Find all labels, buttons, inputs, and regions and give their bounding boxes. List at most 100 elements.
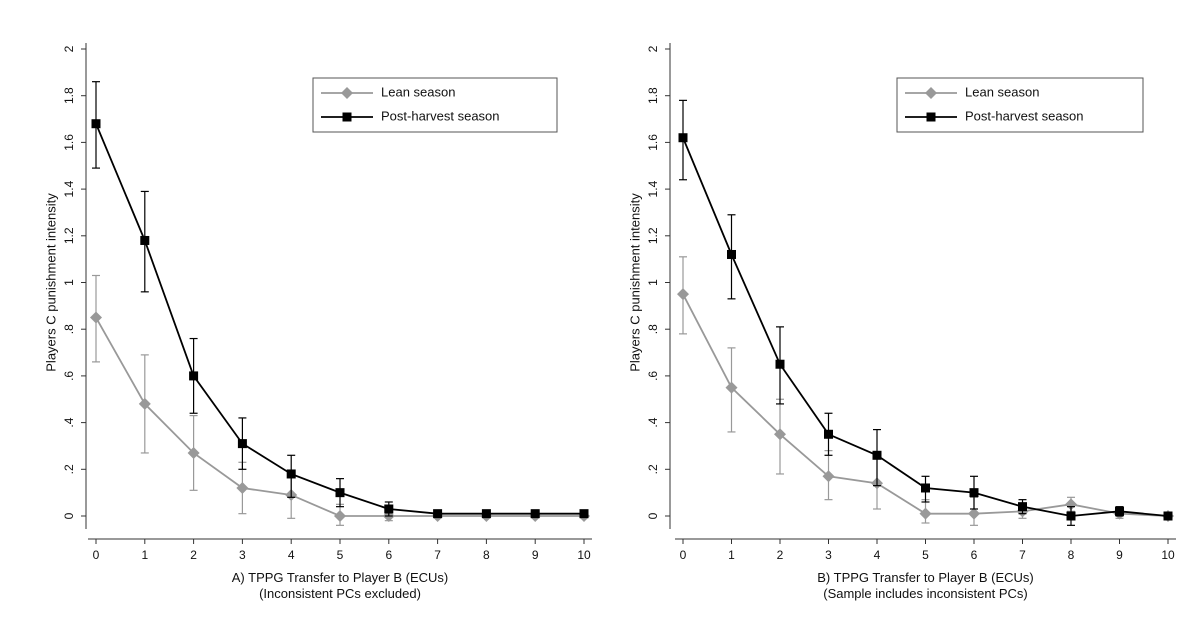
x-tick-label: 2 [190,548,197,562]
y-axis-label: Players C punishment intensity [627,193,642,372]
y-tick-label: .8 [646,324,660,334]
y-tick-label: 1 [62,279,76,286]
data-point-square [189,371,199,381]
x-tick-label: 8 [483,548,490,562]
data-point-square [481,509,491,519]
y-tick-label: 1.6 [62,134,76,151]
y-tick-label: 2 [646,45,660,52]
chart-panel-a: 0 .2 .4 .6 .8 1 1.2 1.4 1.6 1.8 2 Players C punishm… [43,43,592,601]
data-point-square [579,509,589,519]
legend-marker-square [926,112,936,122]
x-tick-label: 7 [434,548,441,562]
legend-marker-diamond [925,87,937,99]
data-point-square [921,483,930,493]
data-point-square [824,429,833,439]
x-axis-sublabel: (Sample includes inconsistent PCs) [823,586,1027,601]
legend-marker-diamond [341,87,353,99]
x-axis-label: A) TPPG Transfer to Player B (ECUs) [232,570,448,585]
data-point-square [969,488,979,498]
series-post-harvest-season [678,99,1173,526]
y-tick-label: .6 [646,371,660,381]
legend-box [896,77,1144,133]
legend: Lean season Post-harvest season [312,77,558,133]
legend-label: Post-harvest season [381,108,500,123]
y-tick-label: .2 [62,464,76,474]
data-point-diamond [1065,498,1077,511]
x-tick-label: 10 [1161,548,1175,562]
y-tick-label: .4 [646,417,660,427]
x-tick-label: 5 [337,548,344,562]
legend-label: Lean season [381,84,455,99]
y-tick-label: 0 [62,512,76,519]
data-point-diamond [774,428,786,441]
x-tick-label: 2 [777,548,784,562]
x-tick-label: 6 [385,548,392,562]
x-tick-label: 3 [825,548,832,562]
data-point-square [140,235,150,245]
data-point-square [384,504,394,514]
data-point-square [286,469,296,479]
y-tick-label: 1.8 [62,87,76,104]
data-point-square [678,133,688,143]
x-tick-label: 3 [239,548,246,562]
chart-panel-b: 0 .2 .4 .6 .8 1 1.2 1.4 1.6 1.8 2 Players C punishm… [627,43,1176,601]
data-point-square [1115,506,1124,516]
x-tick-label: 5 [922,548,929,562]
legend-box [312,77,558,133]
x-tick-label: 4 [874,548,881,562]
x-tick-label: 0 [93,548,100,562]
y-tick-label: 1 [646,279,660,286]
y-tick-label: 1.4 [646,180,660,197]
x-axis-label: B) TPPG Transfer to Player B (ECUs) [817,570,1033,585]
x-tick-label: 4 [288,548,295,562]
y-tick-label: 1.6 [646,134,660,151]
y-tick-label: 1.4 [62,180,76,197]
data-point-square [1163,511,1173,521]
data-point-square [433,509,443,519]
y-tick-label: 2 [62,45,76,52]
x-tick-label: 0 [680,548,687,562]
data-point-diamond [968,507,980,520]
y-tick-label: .6 [62,371,76,381]
x-tick-label: 10 [577,548,591,562]
y-tick-label: .2 [646,464,660,474]
y-axis-label: Players C punishment intensity [43,193,58,372]
legend: Lean season Post-harvest season [896,77,1144,133]
x-tick-label: 8 [1068,548,1075,562]
data-point-square [530,509,540,519]
data-point-square [872,450,882,460]
x-tick-label: 6 [971,548,978,562]
data-point-square [1066,511,1076,521]
y-tick-label: .4 [62,417,76,427]
data-point-diamond [822,470,835,483]
series-line [682,137,1169,517]
legend-label: Post-harvest season [965,108,1084,123]
y-tick-label: 1.8 [646,87,660,104]
y-tick-label: 1.2 [62,227,76,244]
legend-label: Lean season [965,84,1039,99]
series-post-harvest-season [91,81,589,519]
data-point-square [1018,502,1027,512]
data-point-diamond [334,510,346,522]
y-tick-label: 1.2 [646,227,660,244]
data-point-square [727,249,736,259]
y-tick-label: .8 [62,324,76,334]
data-point-square [237,439,247,449]
series-line [95,123,584,515]
data-point-diamond [236,481,249,494]
x-axis-sublabel: (Inconsistent PCs excluded) [259,586,421,601]
x-tick-label: 9 [1116,548,1123,562]
x-tick-label: 9 [532,548,539,562]
data-point-square [91,119,101,129]
data-point-square [775,359,785,369]
x-tick-label: 1 [728,548,735,562]
data-point-diamond [187,446,200,459]
data-point-diamond [725,381,738,394]
data-point-diamond [919,507,932,520]
legend-marker-square [342,112,352,122]
y-tick-label: 0 [646,512,660,519]
x-tick-label: 7 [1019,548,1026,562]
x-tick-label: 1 [141,548,148,562]
